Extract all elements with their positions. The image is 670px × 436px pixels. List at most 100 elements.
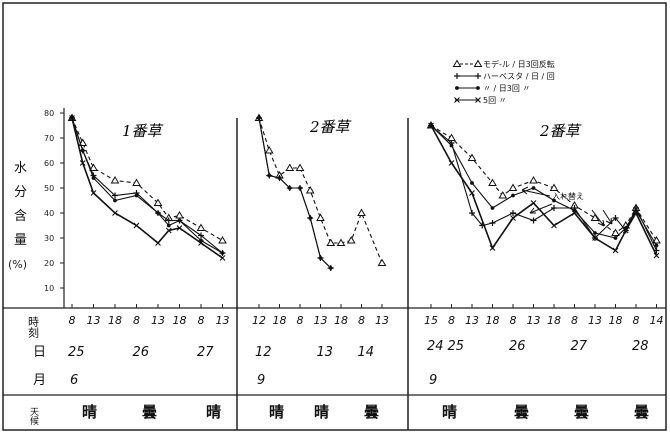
series-dot	[70, 116, 225, 255]
day-value: 27	[197, 345, 214, 360]
day-value: 26	[133, 345, 150, 360]
x-tick-label: 8	[448, 314, 455, 327]
data-point-x	[165, 227, 172, 234]
data-point-triangle	[326, 238, 336, 246]
data-point-x	[551, 222, 557, 229]
month-value: 6	[70, 373, 78, 388]
data-point-plus	[198, 232, 204, 239]
series-triangle	[254, 113, 387, 266]
weather-value: 晴	[269, 403, 284, 421]
data-point-x	[592, 235, 598, 241]
weather-value: 曇	[142, 403, 157, 421]
data-point-x	[90, 190, 97, 196]
plot-area: 8 13 18 8 13 18 8 1325 26 276晴曇晴12 18 8 13 18 8 1312 13 1…	[67, 113, 664, 421]
data-point-plus	[475, 73, 481, 79]
data-point-x	[571, 210, 578, 216]
data-point-triangle	[316, 213, 325, 221]
chart-panel-1: 8 13 18 8 13 18 8 1325 26 276晴曇晴	[67, 113, 230, 421]
series-line	[258, 117, 383, 264]
data-point-plus	[165, 217, 172, 224]
data-point-x	[133, 222, 140, 229]
legend-label-4: 5回 〃	[483, 96, 507, 105]
y-tick-label: 40	[44, 209, 54, 218]
x-tick-label: 13	[588, 314, 602, 327]
annotation-label: 入れ替え	[552, 191, 584, 201]
x-tick-label: 13	[314, 314, 328, 327]
legend: モデ-ル / 日3回反転 ハーベスタ / 日 / 回 〃 / 日3回 〃 5回 …	[483, 59, 555, 105]
day-value: 13	[317, 345, 334, 360]
y-tick-label: 60	[44, 159, 54, 168]
data-point-x	[489, 245, 496, 251]
data-point-plus	[551, 205, 557, 211]
x-tick-label: 13	[375, 314, 389, 327]
day-value: 25	[68, 345, 85, 360]
data-point-dot	[308, 216, 313, 220]
series-line	[71, 117, 223, 241]
data-point-triangle	[377, 258, 387, 266]
legend-swatches	[452, 59, 483, 103]
series-triangle	[426, 121, 661, 244]
x-tick-label: 18	[334, 314, 348, 327]
data-point-dot	[318, 256, 323, 260]
day-value: 24	[427, 339, 444, 354]
data-point-plus	[112, 192, 118, 199]
data-point-dot	[287, 186, 292, 190]
x-tick-label: 18	[273, 314, 287, 327]
x-tick-label: 8	[297, 314, 304, 327]
y-tick-label: 20	[44, 259, 54, 268]
hour-row-label: 時刻	[27, 316, 40, 339]
legend-label-3: 〃 / 日3回 〃	[483, 84, 530, 93]
month-row-label: 月	[33, 373, 46, 388]
data-point-triangle	[295, 163, 305, 171]
legend-label-2: ハーベスタ / 日 / 回	[483, 72, 555, 81]
data-point-triangle	[264, 146, 274, 154]
data-point-dot	[511, 193, 515, 198]
weather-value: 晴	[82, 403, 97, 421]
data-point-triangle	[175, 211, 184, 219]
x-tick-label: 18	[108, 314, 122, 327]
data-point-x	[448, 160, 455, 166]
x-tick-label: 12	[252, 314, 266, 327]
panel-1-title: 1番草	[122, 122, 164, 140]
data-point-x	[475, 97, 481, 103]
data-point-plus	[612, 215, 619, 221]
data-point-x	[79, 160, 86, 166]
figure-border	[2, 2, 667, 431]
data-point-dot	[80, 148, 85, 153]
data-point-plus	[510, 210, 516, 216]
data-point-triangle	[132, 178, 141, 186]
data-point-dot	[470, 181, 474, 185]
data-point-triangle	[346, 236, 356, 244]
x-tick-label: 8	[358, 314, 365, 327]
data-point-dot	[156, 211, 160, 215]
data-point-triangle	[590, 213, 600, 221]
series-line	[258, 117, 332, 269]
data-point-x	[112, 210, 118, 216]
data-point-dot	[552, 198, 556, 203]
data-point-x	[633, 210, 639, 216]
data-point-x	[530, 200, 537, 206]
data-point-dot	[593, 231, 597, 235]
data-point-triangle	[529, 176, 538, 184]
data-point-x	[653, 252, 660, 259]
weather-value: 晴	[314, 403, 329, 421]
data-point-plus	[454, 73, 460, 79]
data-point-plus	[530, 217, 537, 224]
data-point-triangle	[153, 198, 163, 206]
y-tick-label: 10	[44, 284, 54, 293]
data-point-triangle	[336, 238, 346, 246]
x-tick-label: 8	[633, 314, 640, 327]
legend-label-1: モデ-ル / 日3回反転	[483, 59, 555, 69]
y-label-char-3: 含	[14, 208, 27, 224]
day-value: 14	[358, 345, 375, 360]
x-tick-label: 8	[198, 314, 205, 327]
series-x	[428, 122, 660, 259]
x-tick-label: 8	[133, 314, 140, 327]
annotation-arrow-1	[521, 186, 551, 197]
weather-value: 曇	[364, 403, 379, 421]
data-point-triangle	[110, 176, 120, 184]
panel-2-title: 2番草	[309, 118, 352, 136]
weather-value: 曇	[574, 403, 589, 421]
x-tick-label: 13	[527, 314, 541, 327]
